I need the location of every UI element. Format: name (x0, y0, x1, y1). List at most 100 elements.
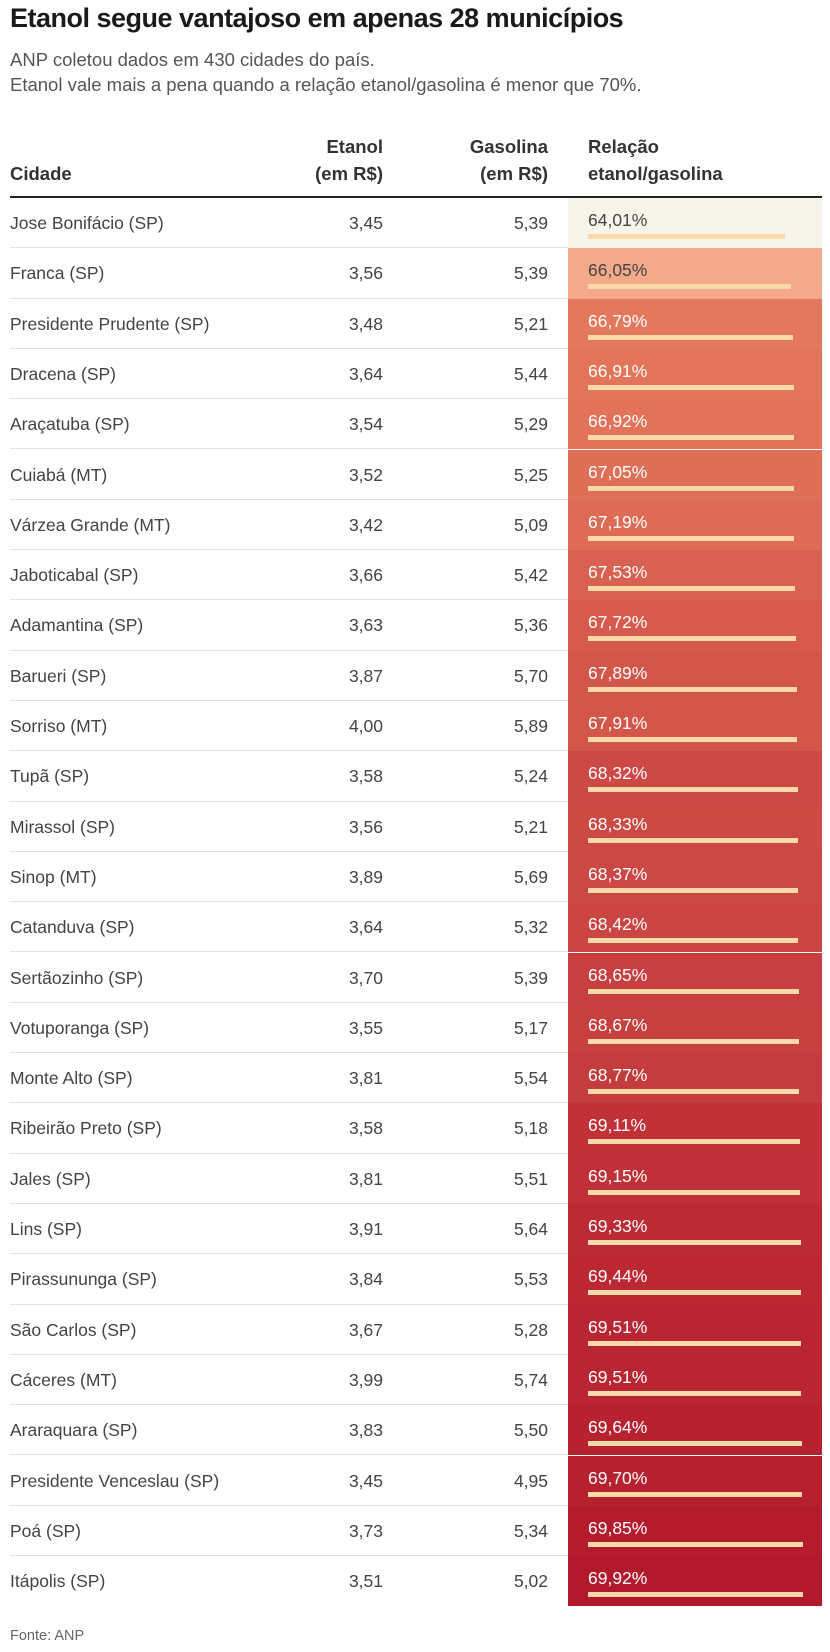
city-name: Araçatuba (SP) (10, 414, 130, 435)
row-divider (10, 1404, 568, 1406)
ratio-bar (588, 636, 796, 642)
ratio-value: 67,89% (588, 662, 648, 683)
ratio-bar (588, 485, 794, 491)
etanol-price: 3,42 (348, 514, 383, 535)
ratio-bar (588, 435, 794, 441)
table-row: Presidente Prudente (SP) 3,48 5,21 66,79% (0, 298, 830, 349)
ratio-value: 67,72% (588, 612, 648, 633)
city-name: Monte Alto (SP) (10, 1068, 133, 1089)
column-header-gasolina-line-1: Gasolina (469, 136, 548, 157)
gasolina-price: 5,51 (513, 1168, 548, 1189)
etanol-price: 3,55 (348, 1017, 383, 1038)
city-name: Lins (SP) (10, 1219, 82, 1239)
ratio-value: 69,64% (588, 1417, 648, 1438)
ratio-bar (588, 988, 799, 994)
gasolina-price: 5,39 (513, 263, 548, 284)
city-name: Sertãozinho (SP) (10, 967, 144, 988)
ratio-cell: 67,19% (568, 499, 822, 551)
column-header-ratio-line-2: etanol/gasolina (588, 163, 723, 184)
city-name: Pirassununga (SP) (10, 1269, 157, 1290)
ratio-cell: 69,51% (568, 1304, 822, 1355)
row-divider (10, 599, 568, 601)
ratio-bar (588, 1139, 801, 1145)
ratio-value: 69,33% (588, 1216, 648, 1236)
table-row: Jales (SP) 3,81 5,51 69,15% (0, 1153, 830, 1204)
ratio-value: 69,92% (588, 1568, 648, 1589)
etanol-price: 3,51 (348, 1571, 383, 1592)
table-row: Votuporanga (SP) 3,55 5,17 68,67% (0, 1002, 830, 1054)
ratio-value: 66,91% (588, 360, 648, 381)
city-name: Itápolis (SP) (10, 1571, 106, 1592)
gasolina-price: 5,53 (513, 1269, 548, 1290)
gasolina-price: 5,74 (513, 1369, 548, 1390)
city-name: Catanduva (SP) (10, 917, 135, 938)
gasolina-price: 5,89 (513, 716, 548, 736)
gasolina-price: 5,64 (513, 1219, 548, 1239)
gasolina-price: 5,21 (513, 313, 548, 334)
ratio-value: 69,11% (588, 1115, 647, 1136)
ratio-cell: 68,42% (568, 902, 822, 953)
etanol-price: 3,84 (348, 1269, 383, 1290)
ratio-value: 69,44% (588, 1266, 648, 1287)
row-divider (10, 800, 568, 802)
column-header-gasolina: Gasolina (em R$) (470, 133, 548, 187)
table-row: Ribeirão Preto (SP) 3,58 5,18 69,11% (0, 1103, 830, 1154)
ratio-value: 66,79% (588, 310, 648, 331)
city-name: Sinop (MT) (10, 866, 97, 887)
city-name: Ribeirão Preto (SP) (10, 1118, 162, 1139)
gasolina-price: 5,29 (513, 414, 548, 435)
city-name: Cuiabá (MT) (10, 464, 108, 485)
ratio-bar (588, 1441, 802, 1447)
row-divider (10, 347, 568, 349)
column-header-etanol-line-1: Etanol (326, 136, 383, 157)
gasolina-price: 5,25 (513, 464, 548, 485)
etanol-price: 3,89 (348, 866, 383, 887)
city-name: Dracena (SP) (10, 363, 117, 384)
gasolina-price: 5,39 (513, 967, 548, 988)
gasolina-price: 5,44 (513, 363, 548, 384)
chart-subtitle-line-2: Etanol vale mais a pena quando a relação… (10, 74, 642, 95)
ratio-value: 68,42% (588, 914, 648, 935)
ratio-value: 69,51% (588, 1316, 648, 1337)
ratio-cell: 68,65% (568, 952, 822, 1003)
gasolina-price: 5,02 (513, 1571, 548, 1592)
ratio-cell: 68,33% (568, 801, 822, 852)
etanol-price: 3,45 (348, 1470, 383, 1491)
gasolina-price: 5,54 (513, 1068, 548, 1089)
city-name: Jose Bonifácio (SP) (10, 213, 164, 233)
row-divider (10, 1353, 568, 1355)
ratio-cell: 69,15% (568, 1153, 822, 1204)
table-row: Cuiabá (MT) 3,52 5,25 67,05% (0, 449, 830, 500)
etanol-price: 3,99 (348, 1369, 383, 1390)
city-name: Sorriso (MT) (10, 716, 108, 736)
gasolina-price: 5,69 (513, 866, 548, 887)
ratio-bar (588, 737, 797, 742)
etanol-price: 3,66 (348, 565, 383, 586)
row-divider (10, 1454, 568, 1456)
row-divider (10, 498, 568, 500)
etanol-price: 3,56 (348, 263, 383, 284)
ratio-cell: 66,91% (568, 348, 822, 400)
ratio-bar (588, 837, 798, 843)
gasolina-price: 5,24 (513, 766, 548, 787)
city-name: Poá (SP) (10, 1520, 81, 1541)
chart-subtitle-line-1: ANP coletou dados em 430 cidades do país… (10, 49, 375, 70)
ratio-bar (588, 1340, 802, 1346)
row-divider (10, 1504, 568, 1506)
city-name: Presidente Prudente (SP) (10, 313, 210, 334)
gasolina-price: 5,28 (513, 1319, 548, 1340)
table-row: Dracena (SP) 3,64 5,44 66,91% (0, 348, 830, 400)
row-divider (10, 951, 568, 953)
ratio-bar (588, 1189, 801, 1195)
row-divider (10, 1303, 568, 1305)
ratio-bar (588, 1089, 800, 1095)
gasolina-price: 5,42 (513, 565, 548, 586)
city-name: São Carlos (SP) (10, 1319, 137, 1340)
table-row: São Carlos (SP) 3,67 5,28 69,51% (0, 1304, 830, 1355)
ratio-cell: 66,79% (568, 298, 822, 349)
etanol-price: 3,63 (348, 615, 383, 636)
etanol-price: 3,83 (348, 1420, 383, 1441)
etanol-price: 3,64 (348, 363, 383, 384)
ratio-bar (588, 535, 795, 541)
gasolina-price: 5,17 (513, 1017, 548, 1038)
